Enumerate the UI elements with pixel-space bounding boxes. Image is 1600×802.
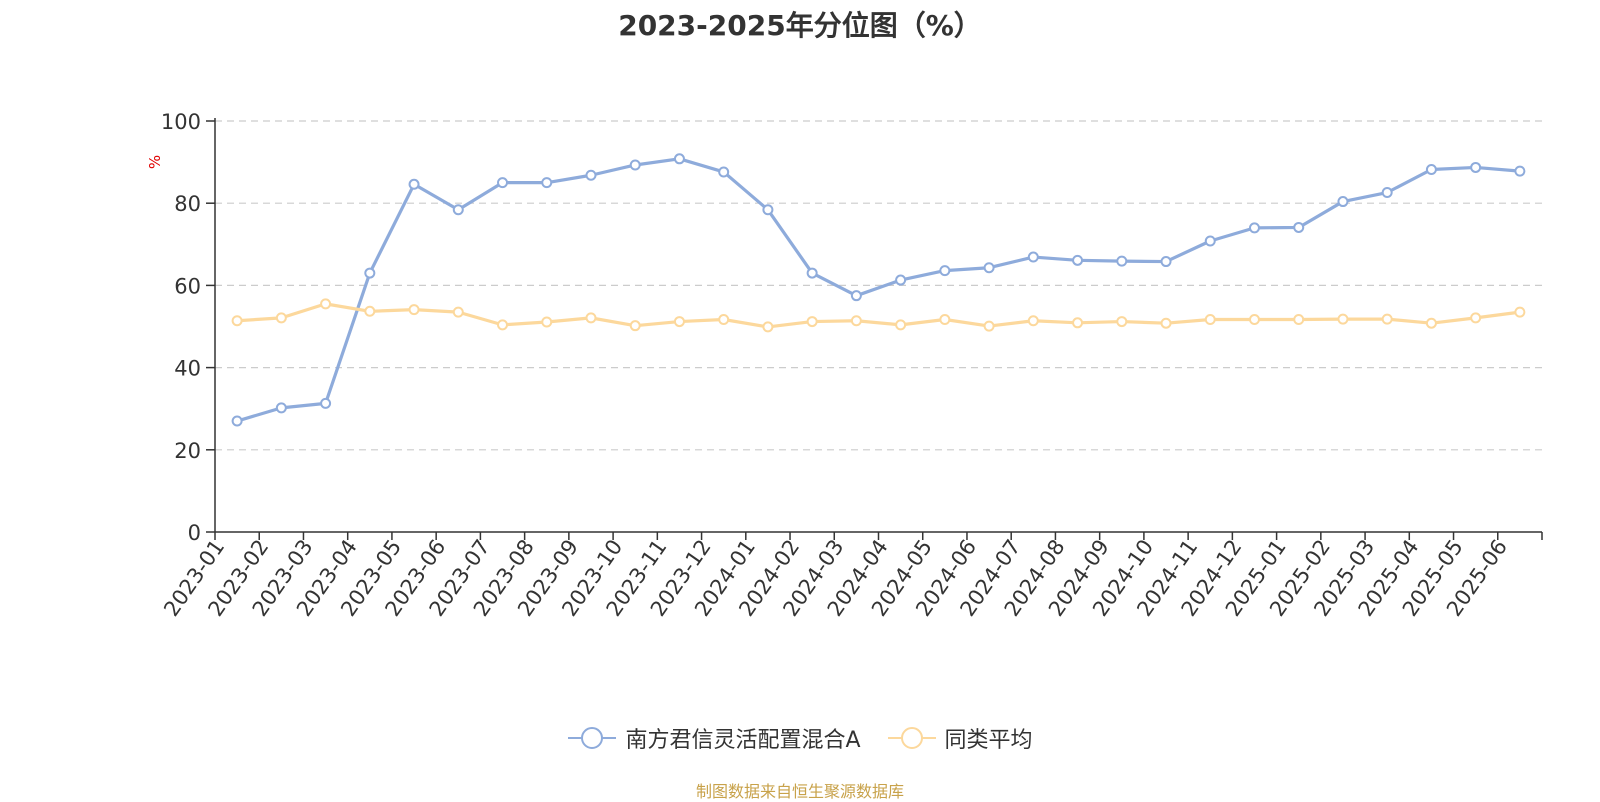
series-2-point [364, 305, 376, 317]
series-2-point [629, 320, 641, 332]
y-tick-label: 40 [174, 357, 201, 381]
series-1-point [585, 169, 597, 181]
series-2-point [1381, 313, 1393, 325]
series-1-point [1337, 196, 1349, 208]
series-1-point [629, 159, 641, 171]
legend-marker-series-2-icon [887, 727, 936, 749]
series-2-point [1425, 317, 1437, 329]
series-1-point [1514, 165, 1526, 177]
legend-label-series-2: 同类平均 [944, 728, 1033, 753]
series-2-point [1027, 315, 1039, 327]
series-2-point [408, 304, 420, 316]
series-2-point [452, 306, 464, 318]
y-tick-label: 100 [161, 110, 201, 134]
series-1-point [1116, 255, 1128, 267]
legend-item-series-2[interactable]: 同类平均 [887, 722, 1033, 754]
axes: 0204060801002023-012023-022023-032023-04… [159, 110, 1543, 621]
series-2-point [231, 315, 243, 327]
series-2-point [1514, 306, 1526, 318]
series-1-point [452, 204, 464, 216]
legend-marker-series-1-icon [568, 727, 617, 749]
series-1-line [236, 157, 1521, 423]
series-1-point [850, 290, 862, 302]
series-1-point [1248, 222, 1260, 234]
series-1-point [364, 267, 376, 279]
grid-lines [215, 120, 1542, 451]
series-1-point [806, 267, 818, 279]
series-1-point [320, 397, 332, 409]
series-1-point [1425, 163, 1437, 175]
series-1-point [1204, 235, 1216, 247]
series-1-point [1381, 187, 1393, 199]
series-2-point [585, 312, 597, 324]
series-2-point [806, 316, 818, 328]
y-tick-label: 20 [174, 439, 201, 463]
legend-item-series-1[interactable]: 南方君信灵活配置混合A [567, 722, 861, 754]
series-2-point [1116, 316, 1128, 328]
series-2-point [497, 319, 509, 331]
series-1-point [497, 177, 509, 189]
series-2-point [1204, 314, 1216, 326]
y-tick-label: 0 [188, 521, 201, 545]
series-1-point [1072, 254, 1084, 266]
series-1-point [895, 274, 907, 286]
y-tick-label: 80 [174, 192, 201, 216]
series-1-point [762, 204, 774, 216]
series-2-line [237, 302, 1521, 329]
y-axis-unit-label: % [146, 155, 164, 169]
series-2-point [850, 315, 862, 327]
legend: 南方君信灵活配置混合A 同类平均 [0, 722, 1600, 754]
series-2-point [1248, 314, 1260, 326]
series-2-point [1160, 317, 1172, 329]
series-1-point [1160, 256, 1172, 268]
series-group [231, 153, 1526, 427]
series-1-point [1470, 161, 1482, 173]
series-2-point [320, 298, 332, 310]
series-1-point [718, 166, 730, 178]
series-2-point [1293, 314, 1305, 326]
series-2-point [895, 319, 907, 331]
series-1-point [408, 178, 420, 190]
series-1-point [983, 262, 995, 274]
series-2-point [939, 314, 951, 326]
series-2-point [718, 314, 730, 326]
source-note: 制图数据来自恒生聚源数据库 [695, 782, 904, 801]
series-1-point [231, 415, 243, 427]
series-1-point [275, 402, 287, 414]
series-2-point [983, 320, 995, 332]
chart-title: 2023-2025年分位图（%） [618, 9, 982, 42]
series-2-point [1470, 312, 1482, 324]
series-2-point [1072, 317, 1084, 329]
series-1-point [939, 265, 951, 277]
series-2-point [541, 316, 553, 328]
series-2-point [275, 312, 287, 324]
legend-label-series-1: 南方君信灵活配置混合A [625, 728, 861, 753]
series-1-point [1027, 251, 1039, 263]
y-tick-label: 60 [174, 274, 201, 298]
series-2-point [673, 316, 685, 328]
series-2-point [762, 321, 774, 333]
series-1-point [673, 153, 685, 165]
series-2-point [1337, 313, 1349, 325]
series-1-point [541, 177, 553, 189]
series-1-point [1293, 221, 1305, 233]
